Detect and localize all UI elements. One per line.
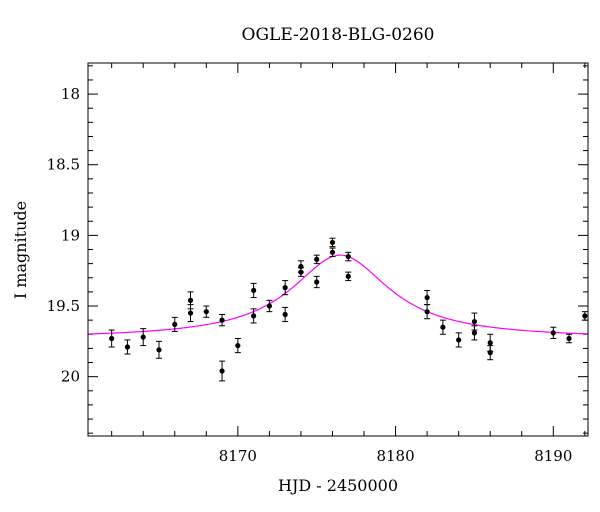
data-point-marker (251, 313, 257, 319)
data-point-marker (329, 249, 336, 255)
data-point-marker (582, 313, 588, 319)
data-point-marker (424, 309, 430, 315)
data-point-marker (471, 330, 478, 336)
data-point (471, 325, 478, 341)
data-point (424, 304, 431, 320)
x-tick-label: 8190 (534, 447, 572, 465)
data-point (250, 282, 257, 299)
data-point-marker (282, 311, 288, 318)
data-point (203, 305, 210, 318)
data-point (250, 308, 257, 324)
data-point (266, 299, 273, 313)
data-point-marker (140, 334, 146, 340)
data-point (550, 326, 557, 340)
data-point-marker (251, 287, 257, 294)
data-point (455, 332, 462, 348)
data-point-marker (124, 344, 131, 350)
data-point (171, 316, 178, 332)
data-point (566, 333, 573, 344)
data-point (329, 247, 336, 258)
y-tick-label: 18 (61, 85, 80, 103)
data-point (313, 275, 320, 289)
data-point (282, 306, 289, 323)
data-point-marker (456, 337, 462, 343)
data-point-marker (314, 279, 320, 285)
data-point-marker (219, 317, 225, 323)
y-tick-label: 19.5 (47, 297, 80, 315)
data-point-marker (314, 256, 320, 262)
data-point (297, 260, 304, 273)
data-point (124, 339, 131, 355)
x-axis-label: HJD - 2450000 (278, 476, 398, 495)
data-point (313, 254, 320, 265)
data-point (282, 280, 289, 296)
axis-tick-labels: 8170 8180 8190 18 18.5 19 19.5 20 (47, 85, 573, 465)
data-point-marker (266, 303, 272, 309)
data-point-marker (156, 347, 162, 353)
data-point-marker (187, 297, 194, 303)
y-axis-label: I magnitude (11, 201, 30, 299)
y-tick-label: 19 (61, 226, 80, 244)
data-point-marker (440, 324, 446, 330)
data-point-marker (566, 335, 572, 342)
data-point (219, 360, 226, 382)
data-point-marker (471, 318, 478, 325)
data-point (345, 271, 352, 282)
x-tick-label: 8170 (219, 447, 257, 465)
axis-ticks (88, 63, 588, 436)
data-point (439, 319, 446, 335)
data-point (155, 340, 162, 359)
plot-frame (87, 62, 589, 437)
data-point (329, 237, 336, 248)
model-curve-layer (87, 254, 589, 335)
data-point (487, 333, 494, 352)
y-tick-label: 18.5 (47, 156, 80, 174)
data-point (219, 313, 226, 327)
data-points-layer (108, 237, 588, 382)
data-point (234, 338, 241, 354)
data-point-marker (109, 335, 115, 342)
data-point-marker (487, 340, 493, 346)
data-point-marker (298, 263, 304, 270)
data-point-marker (329, 239, 336, 246)
data-point (108, 329, 115, 348)
data-point (140, 328, 147, 347)
data-point-marker (187, 310, 194, 316)
data-point-marker (203, 309, 209, 315)
data-point-marker (550, 330, 556, 336)
data-point-marker (282, 285, 288, 291)
data-point-marker (219, 368, 225, 374)
data-point-marker (172, 321, 178, 327)
data-point (424, 289, 431, 306)
data-point-marker (424, 294, 430, 301)
data-point (345, 251, 352, 262)
data-point-marker (345, 253, 351, 260)
data-point-marker (345, 273, 351, 279)
x-tick-label: 8180 (376, 447, 414, 465)
data-point (187, 291, 194, 310)
model-curve (87, 254, 589, 335)
data-point (581, 311, 588, 321)
data-point-marker (235, 342, 241, 349)
y-tick-label: 20 (61, 368, 80, 386)
chart-title: OGLE-2018-BLG-0260 (242, 25, 435, 45)
